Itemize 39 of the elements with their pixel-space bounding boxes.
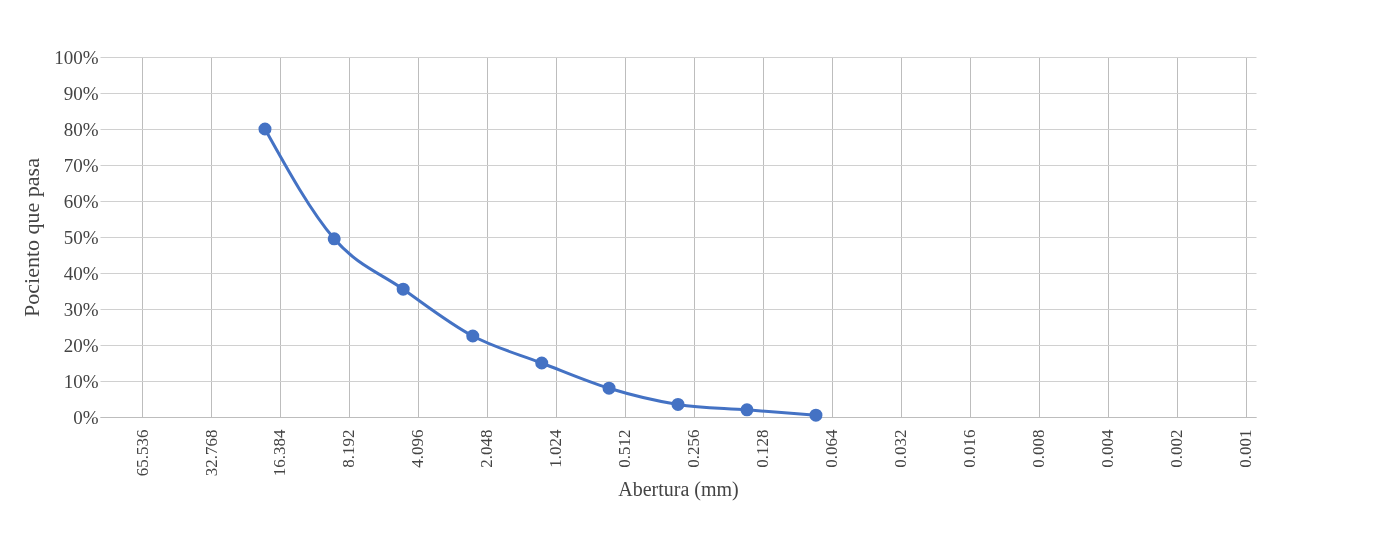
y-tick-label: 60% <box>63 190 99 212</box>
point <box>396 282 410 296</box>
point <box>535 356 549 370</box>
x-tick-label: 0.064 <box>822 429 842 468</box>
x-tick-label: 2.048 <box>477 429 497 468</box>
x-axis-title: Abertura (mm) <box>618 478 739 502</box>
y-tick-label: 40% <box>63 262 99 284</box>
y-tick-label: 20% <box>63 334 99 356</box>
y-tick-label: 50% <box>63 226 99 248</box>
x-tick-label: 0.004 <box>1098 429 1118 468</box>
point <box>740 403 754 417</box>
x-tick-label: 0.032 <box>891 429 911 468</box>
x-tick-label: 4.096 <box>408 429 428 468</box>
x-tick-label: 32.768 <box>201 429 221 477</box>
x-tick-label: 8.192 <box>339 429 359 468</box>
x-tick-label: 1.024 <box>546 429 566 468</box>
point <box>602 381 616 395</box>
x-tick-label: 0.008 <box>1029 429 1049 468</box>
y-tick-label: 0% <box>73 406 99 428</box>
point <box>258 122 272 136</box>
x-tick-label: 0.512 <box>615 429 635 468</box>
y-axis-title: Pociento que pasa <box>19 157 45 317</box>
x-tick-label: 0.002 <box>1167 429 1187 468</box>
point <box>671 397 685 411</box>
x-tick-label: 0.128 <box>753 429 773 468</box>
x-tick-label: 0.016 <box>960 429 980 468</box>
y-tick-label: 30% <box>63 298 99 320</box>
y-tick-label: 10% <box>63 370 99 392</box>
point <box>466 329 480 343</box>
x-tick-label: 0.256 <box>684 429 704 468</box>
point <box>809 408 823 422</box>
x-tick-label: 65.536 <box>132 429 152 477</box>
x-tick-label: 16.384 <box>270 429 290 477</box>
y-tick-label: 100% <box>54 46 99 68</box>
point <box>327 232 341 246</box>
y-tick-label: 70% <box>63 154 99 176</box>
y-tick-label: 80% <box>63 118 99 140</box>
x-tick-label: 0.001 <box>1236 429 1256 468</box>
y-tick-label: 90% <box>63 82 99 104</box>
